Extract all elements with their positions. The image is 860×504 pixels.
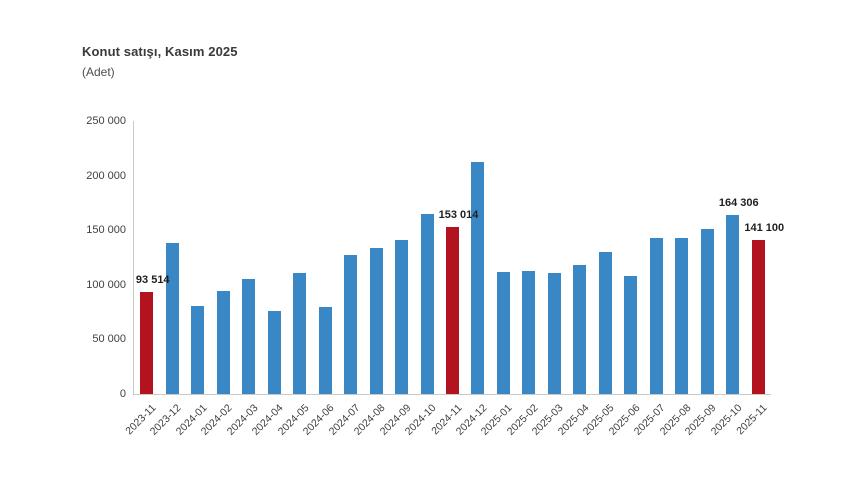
bar-2024-01[interactable] (191, 306, 205, 394)
bar-2025-02[interactable] (522, 270, 536, 394)
bar-2025-10[interactable] (726, 214, 740, 394)
bar-2024-09[interactable] (395, 240, 409, 394)
bar-value-label: 141 100 (744, 221, 785, 234)
plot-area: 93 514 153 014 164 306 141 100 (133, 121, 784, 395)
bar-2024-12[interactable] (471, 161, 485, 394)
y-tick-label: 0 (119, 388, 126, 400)
bar-2024-06[interactable] (318, 307, 332, 394)
bar-2024-11[interactable] (446, 226, 459, 394)
bar-2025-06[interactable] (624, 276, 638, 394)
bar-2025-08[interactable] (675, 237, 689, 394)
bar-2024-07[interactable] (344, 255, 358, 394)
bar-value-label: 153 014 (438, 208, 479, 221)
bar-value-label: 93 514 (135, 273, 170, 286)
bar-2024-05[interactable] (293, 273, 307, 394)
bar-2024-03[interactable] (242, 278, 256, 394)
bar-2024-02[interactable] (216, 291, 230, 394)
bar-2025-04[interactable] (573, 264, 587, 394)
bar-2025-03[interactable] (547, 273, 561, 394)
bar-2024-08[interactable] (369, 247, 383, 394)
y-tick-label: 250 000 (86, 115, 126, 127)
bar-value-label: 164 306 (718, 196, 759, 209)
bar-2025-01[interactable] (496, 271, 510, 394)
chart-title: Konut satışı, Kasım 2025 (82, 44, 238, 59)
bar-2024-04[interactable] (267, 311, 281, 394)
bar-2025-07[interactable] (649, 238, 663, 394)
bar-2025-09[interactable] (700, 229, 714, 394)
bar-2025-05[interactable] (598, 252, 612, 394)
chart-subtitle: (Adet) (82, 65, 115, 79)
bar-2023-11[interactable] (140, 291, 154, 394)
bar-2024-10[interactable] (420, 213, 434, 394)
y-tick-label: 150 000 (86, 224, 126, 237)
y-tick-label: 50 000 (92, 333, 126, 346)
y-tick-label: 100 000 (86, 278, 126, 291)
bar-2023-12[interactable] (165, 242, 179, 394)
bar-2025-11[interactable] (751, 239, 765, 394)
y-tick-label: 200 000 (86, 169, 126, 182)
